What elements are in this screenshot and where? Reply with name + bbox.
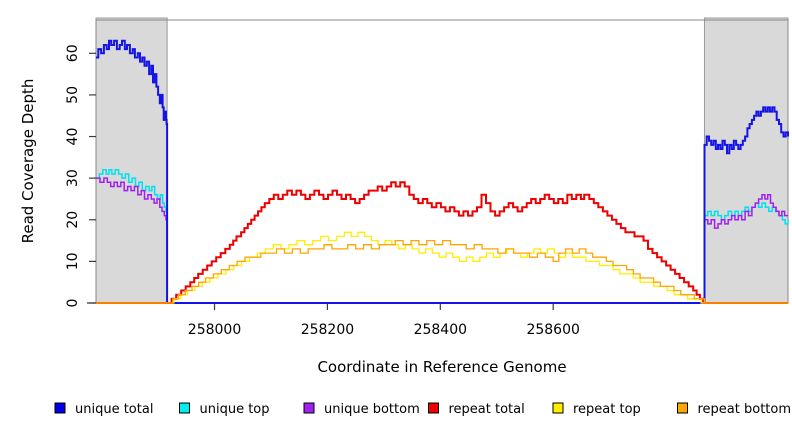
legend-label: unique top [200,402,270,417]
legend-swatch-icon [677,402,688,414]
shaded-region [95,17,168,304]
series-line-unique-bottom [96,177,788,304]
legend-item: repeat bottom [677,402,792,417]
legend-swatch-icon [54,402,66,414]
y-axis: 0 10 20 30 40 50 60 [65,44,96,307]
y-tick-label: 50 [65,86,81,104]
legend-swatch-icon [428,402,439,414]
x-tick-label: 258400 [414,322,467,338]
coverage-series-lines [96,39,789,304]
series-line-repeat-bottom [96,239,788,304]
legend-label: repeat bottom [698,402,792,417]
legend-swatch-icon [179,402,190,414]
y-tick-label: 0 [65,299,81,308]
legend-item: repeat top [552,402,641,417]
legend-swatch-icon [552,402,564,414]
shaded-region [703,17,789,304]
x-axis-title: Coordinate in Reference Genome [317,358,566,376]
legend-label: unique bottom [324,402,420,417]
y-tick-label: 40 [65,128,81,146]
legend-label: repeat total [449,402,525,417]
legend-label: unique total [75,402,153,417]
x-tick-label: 258200 [301,322,354,338]
series-line-unique-total [96,39,789,304]
legend-item: unique top [179,402,270,417]
y-tick-label: 10 [65,252,81,270]
y-tick-label: 20 [65,211,81,229]
y-axis-title: Read Coverage Depth [19,79,37,244]
legend: unique total unique top unique bottom repea… [54,402,792,417]
x-axis: 258000 258200 258400 258600 [87,302,788,338]
legend-label: repeat top [573,402,641,417]
masked-region-shading [95,17,789,304]
y-tick-label: 60 [65,44,81,62]
series-line-repeat-top [96,231,788,304]
legend-item: unique bottom [303,402,420,417]
legend-item: repeat total [428,402,525,417]
legend-item: unique total [54,402,153,417]
plot-border-box [95,19,789,304]
y-tick-label: 30 [65,169,81,187]
series-line-repeat-total [96,181,788,304]
x-tick-label: 258600 [526,322,579,338]
legend-swatch-icon [303,402,315,414]
x-tick-label: 258000 [188,322,241,338]
